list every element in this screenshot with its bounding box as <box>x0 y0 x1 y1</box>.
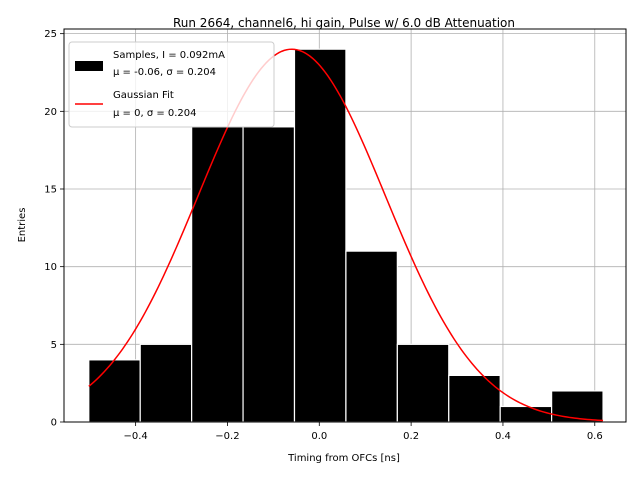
plot-frame <box>63 28 627 423</box>
legend-label-samples: Samples, I = 0.092mA <box>113 50 225 61</box>
histogram-bar <box>448 374 501 423</box>
x-axis-label: Timing from OFCs [ns] <box>287 453 400 464</box>
gaussian-fit <box>88 48 604 422</box>
histogram-bar <box>396 343 450 423</box>
y-tick-label: 25 <box>44 29 57 40</box>
histogram-bar <box>499 405 553 423</box>
y-tick-label: 0 <box>51 418 57 429</box>
x-tick-label: 0.4 <box>495 431 511 442</box>
y-tick-label: 5 <box>51 340 57 351</box>
histogram-bar <box>88 359 141 423</box>
histogram-bar <box>345 250 398 423</box>
x-tick-label: −0.2 <box>215 431 239 442</box>
x-tick-label: 0.2 <box>403 431 419 442</box>
histogram-bar <box>139 343 193 423</box>
x-tick-label: 0.6 <box>587 431 603 442</box>
legend-label-fit: Gaussian Fit <box>113 90 174 101</box>
x-tick-label: 0.0 <box>311 431 327 442</box>
legend-swatch-samples <box>75 61 103 71</box>
legend-stats-fit: μ = 0, σ = 0.204 <box>113 108 197 119</box>
x-tick-label: −0.4 <box>123 431 147 442</box>
y-axis-label: Entries <box>17 208 28 243</box>
histogram-bar <box>242 126 296 423</box>
y-tick-label: 15 <box>44 184 57 195</box>
chart-title: Run 2664, channel6, hi gain, Pulse w/ 6.… <box>173 16 515 30</box>
legend-box <box>68 41 275 128</box>
histogram-bar <box>191 126 244 423</box>
legend: Samples, I = 0.092mA μ = -0.06, σ = 0.20… <box>68 41 275 128</box>
legend-stats-samples: μ = -0.06, σ = 0.204 <box>113 67 216 78</box>
histogram-bar <box>551 390 604 423</box>
histogram-bars <box>88 48 604 423</box>
y-axis-ticks: 0 5 10 15 20 25 <box>44 29 64 429</box>
y-tick-label: 10 <box>44 262 57 273</box>
histogram-bar <box>293 48 347 423</box>
fit-curve <box>88 48 604 422</box>
y-tick-label: 20 <box>44 107 57 118</box>
x-axis-ticks: −0.4 −0.2 0.0 0.2 0.4 0.6 <box>123 422 603 442</box>
